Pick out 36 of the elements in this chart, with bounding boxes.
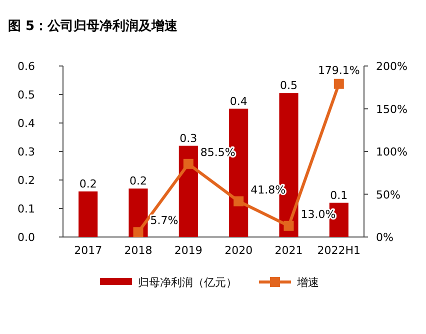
data-label: 0.1: [330, 188, 348, 202]
data-label: 0.3: [180, 132, 198, 145]
point: [234, 196, 244, 206]
legend-label: 增速: [296, 276, 319, 289]
y2-tick-label: 200%: [376, 60, 408, 73]
data-label: 0.5: [280, 79, 298, 92]
y2-tick-label: 150%: [376, 102, 408, 116]
y-tick-label: 0.1: [18, 202, 35, 216]
data-label: 179.1%: [318, 64, 360, 77]
point: [183, 158, 194, 169]
point: [284, 220, 294, 231]
bar: [78, 191, 98, 237]
y-tick-label: 0.2: [18, 174, 35, 187]
x-tick-label: 2021: [274, 244, 303, 257]
x-tick-label: 2022H1: [317, 244, 361, 257]
y2-tick-label: 100%: [376, 146, 408, 158]
x-tick-label: 2018: [124, 244, 152, 257]
x-tick-label: 2020: [224, 244, 253, 257]
data-label: 5.7%: [150, 214, 178, 228]
legend-label: 归母净利润（亿元）: [138, 276, 237, 289]
point: [133, 227, 144, 238]
data-label: 0.4: [230, 94, 248, 108]
data-label: 0.2: [79, 177, 97, 190]
x-tick-label: 2017: [74, 244, 102, 257]
y-tick-label: 0.5: [18, 88, 35, 102]
y-tick-label: 0.3: [18, 146, 35, 158]
y2-tick-label: 50%: [376, 188, 400, 202]
data-label: 0.2: [130, 174, 147, 188]
point: [334, 78, 344, 89]
y-tick-label: 0.4: [18, 117, 35, 130]
y2-tick-label: 0%: [376, 231, 394, 244]
y-tick-label: 0.6: [18, 60, 35, 73]
chart-title: 图 5：公司归母净利润及增速: [8, 18, 179, 34]
x-tick-label: 2019: [174, 244, 202, 257]
y-tick-label: 0.0: [18, 231, 35, 244]
bar: [178, 146, 198, 237]
